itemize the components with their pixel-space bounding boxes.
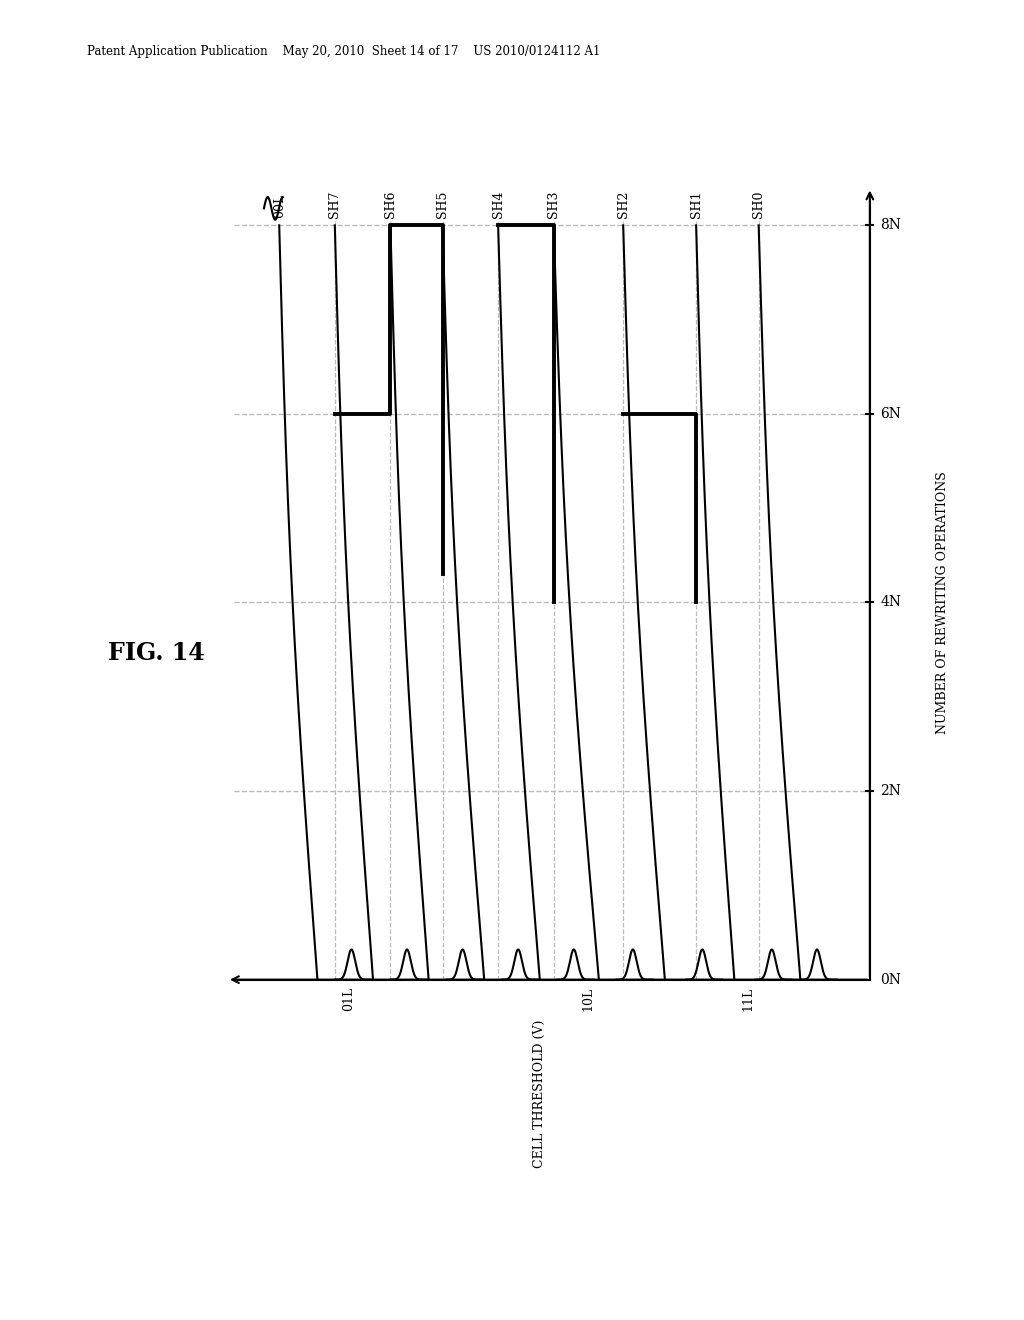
Text: SH3: SH3 — [547, 190, 560, 218]
Text: 2N: 2N — [881, 784, 901, 799]
Text: SH5: SH5 — [436, 190, 449, 218]
Text: 10L: 10L — [582, 987, 595, 1011]
Text: SH6: SH6 — [384, 190, 397, 218]
Text: Patent Application Publication    May 20, 2010  Sheet 14 of 17    US 2010/012411: Patent Application Publication May 20, 2… — [87, 45, 600, 58]
Text: SH0: SH0 — [753, 190, 765, 218]
Text: SH2: SH2 — [616, 190, 630, 218]
Text: NUMBER OF REWRITING OPERATIONS: NUMBER OF REWRITING OPERATIONS — [936, 471, 949, 734]
Text: 0N: 0N — [881, 973, 901, 986]
Text: SH1: SH1 — [689, 190, 702, 218]
Text: 8N: 8N — [881, 218, 901, 232]
Text: SH7: SH7 — [329, 190, 341, 218]
Text: 01L: 01L — [342, 987, 355, 1011]
Text: 4N: 4N — [881, 595, 901, 610]
Text: CELL THRESHOLD (V): CELL THRESHOLD (V) — [534, 1019, 546, 1168]
Text: 6N: 6N — [881, 407, 901, 421]
Text: 11L: 11L — [741, 987, 755, 1011]
Text: SH4: SH4 — [492, 190, 505, 218]
Text: FIG. 14: FIG. 14 — [108, 642, 204, 665]
Text: 00L: 00L — [272, 194, 286, 218]
